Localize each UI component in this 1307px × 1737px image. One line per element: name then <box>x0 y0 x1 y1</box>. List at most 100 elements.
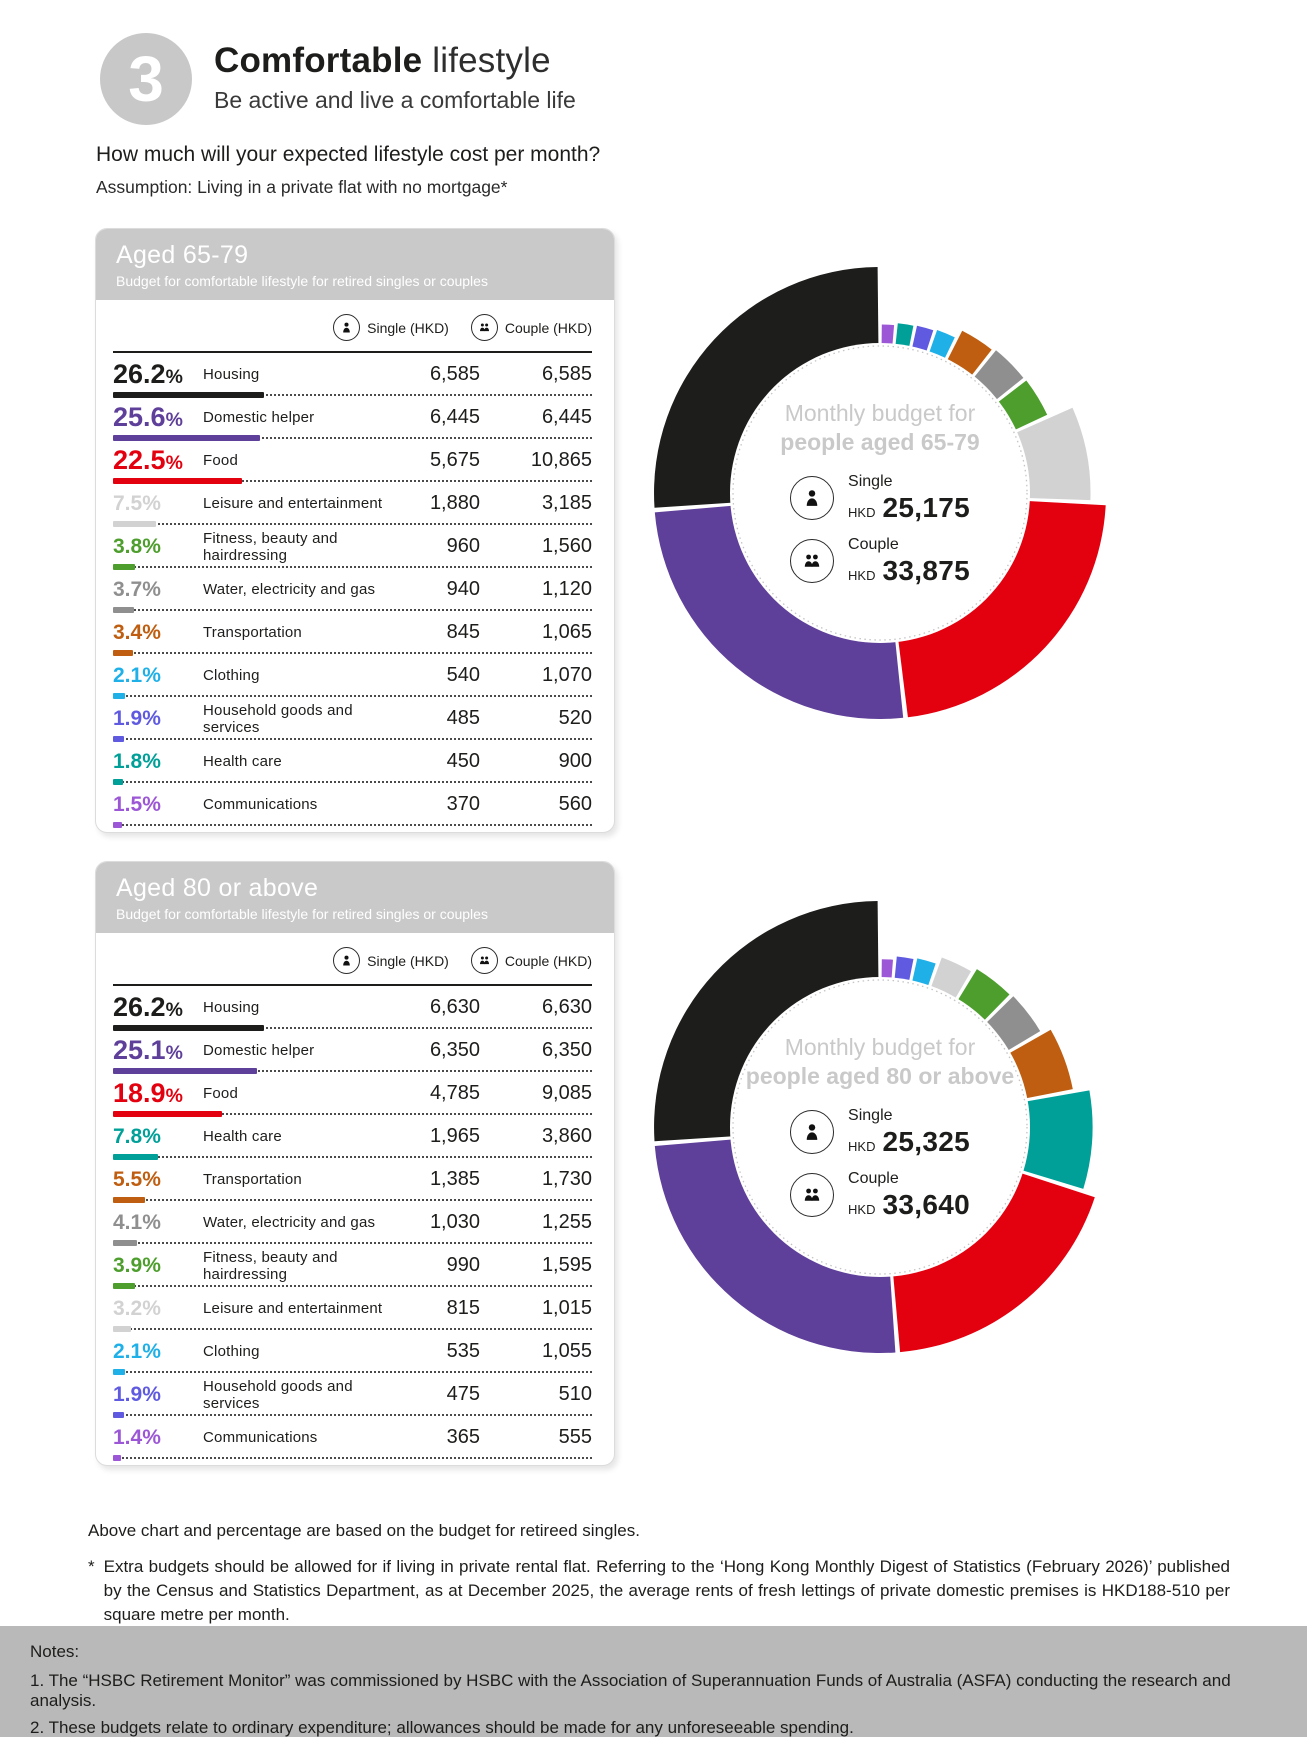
budget-row: 1.9% Household goods and services 475 510 <box>113 1373 592 1418</box>
category-label: Clothing <box>203 1343 260 1360</box>
row-separator <box>113 1113 592 1115</box>
category-label: Communications <box>203 1429 318 1446</box>
budget-row: 7.8% Health care 1,965 3,860 <box>113 1115 592 1160</box>
category-percentage: 18.9% <box>113 1078 183 1108</box>
couple-budget-row: Couple HKD 33,875 <box>790 536 970 587</box>
couple-value: 900 <box>558 750 592 772</box>
row-separator <box>113 566 592 568</box>
couple-value: 1,015 <box>541 1297 592 1319</box>
couple-budget-text: Couple HKD 33,640 <box>848 1170 970 1221</box>
percentage-bar <box>113 1240 137 1246</box>
couple-value: 1,055 <box>541 1340 592 1362</box>
donut-center: Monthly budget for people aged 65-79 Sin… <box>730 343 1030 643</box>
category-label: Communications <box>203 796 318 813</box>
percentage-bar <box>113 1369 126 1375</box>
couple-value: 560 <box>558 793 592 815</box>
category-percentage: 4.1% <box>113 1210 161 1234</box>
couple-column-header: Couple (HKD) <box>470 947 592 974</box>
category-percentage: 25.1% <box>113 1035 183 1065</box>
couple-value: 9,085 <box>541 1082 592 1104</box>
couple-budget-value: 33,875 <box>882 554 970 586</box>
couple-persons-icon <box>470 314 498 341</box>
donut-hole-border <box>732 979 1028 1275</box>
category-percentage: 2.1% <box>113 1339 161 1363</box>
couple-value: 6,350 <box>541 1039 592 1061</box>
single-label: Single <box>848 472 893 490</box>
category-percentage: 1.5% <box>113 792 161 816</box>
row-separator <box>113 695 592 697</box>
currency-label: HKD <box>848 567 876 583</box>
card-subtitle: Budget for comfortable lifestyle for ret… <box>116 906 488 922</box>
currency-label: HKD <box>848 1201 876 1217</box>
asterisk-marker: * <box>88 1557 95 1576</box>
couple-value: 3,185 <box>541 492 592 514</box>
percentage-bar <box>113 822 122 828</box>
row-separator <box>113 1027 592 1029</box>
single-value: 485 <box>446 707 480 729</box>
single-value: 475 <box>446 1383 480 1405</box>
category-percentage: 26.2% <box>113 992 183 1022</box>
category-label: Leisure and entertainment <box>203 495 383 512</box>
budget-row: 18.9% Food 4,785 9,085 <box>113 1072 592 1117</box>
donut-title-line1: Monthly budget for <box>784 400 976 427</box>
budget-row: 5.5% Transportation 1,385 1,730 <box>113 1158 592 1203</box>
couple-value: 1,730 <box>541 1168 592 1190</box>
single-column-label: Single (HKD) <box>367 319 449 336</box>
budget-row: 2.1% Clothing 535 1,055 <box>113 1330 592 1375</box>
category-label: Household goods and services <box>203 701 353 736</box>
row-separator <box>113 1070 592 1072</box>
single-budget-value: 25,175 <box>882 491 970 523</box>
category-percentage: 3.7% <box>113 577 161 601</box>
category-percentage: 7.5% <box>113 491 161 515</box>
percentage-bar <box>113 1111 222 1117</box>
category-label: Health care <box>203 753 282 770</box>
category-label: Fitness, beauty and hairdressing <box>203 529 338 564</box>
single-budget-text: Single HKD 25,325 <box>848 1107 970 1158</box>
percentage-bar <box>113 736 124 742</box>
couple-label: Couple <box>848 1169 899 1187</box>
donut-budget-rows: Single HKD 25,175 Couple HKD <box>790 473 970 587</box>
budget-rows: 26.2% Housing 6,585 6,585 25.6% Domestic help… <box>96 351 614 832</box>
page-header: 3 Comfortable lifestyle Be active and li… <box>100 33 576 125</box>
percentage-bar <box>113 392 264 398</box>
budget-card-aged-80-above: Aged 80 or above Budget for comfortable … <box>95 861 615 1466</box>
single-value: 940 <box>446 578 480 600</box>
single-value: 6,630 <box>429 996 480 1018</box>
couple-value: 6,585 <box>541 363 592 385</box>
row-separator <box>113 738 592 740</box>
single-value: 1,965 <box>429 1125 480 1147</box>
category-percentage: 1.9% <box>113 706 161 730</box>
donut-chart-aged-65-79: Monthly budget for people aged 65-79 Sin… <box>650 263 1110 723</box>
row-separator <box>113 480 592 482</box>
category-label: Domestic helper <box>203 1042 315 1059</box>
category-label: Housing <box>203 366 260 383</box>
notes-label: Notes: <box>30 1642 80 1661</box>
row-separator <box>113 1285 592 1287</box>
column-headers: Single (HKD) Couple (HKD) <box>96 933 614 984</box>
couple-label: Couple <box>848 535 899 553</box>
single-value: 1,385 <box>429 1168 480 1190</box>
couple-value: 1,255 <box>541 1211 592 1233</box>
currency-label: HKD <box>848 1138 876 1154</box>
couple-value: 6,630 <box>541 996 592 1018</box>
row-separator <box>113 523 592 525</box>
single-person-icon <box>790 1110 835 1155</box>
row-separator <box>113 781 592 783</box>
couple-column-label: Couple (HKD) <box>504 952 592 969</box>
row-separator <box>113 1242 592 1244</box>
page-title-light: lifestyle <box>422 41 551 80</box>
couple-value: 520 <box>558 707 592 729</box>
couple-value: 555 <box>558 1426 592 1448</box>
card-title: Aged 80 or above <box>116 874 319 902</box>
category-label: Food <box>203 1085 238 1102</box>
single-person-icon <box>333 314 361 341</box>
category-label: Health care <box>203 1128 282 1145</box>
budget-row: 7.5% Leisure and entertainment 1,880 3,185 <box>113 482 592 527</box>
donut-ring <box>654 267 1106 719</box>
row-separator <box>113 1328 592 1330</box>
notes-band: Notes: 1. The “HSBC Retirement Monitor” … <box>0 1626 1307 1737</box>
category-percentage: 3.8% <box>113 534 161 558</box>
couple-budget-row: Couple HKD 33,640 <box>790 1170 970 1221</box>
donut-chart-aged-80-above: Monthly budget for people aged 80 or abo… <box>650 897 1110 1357</box>
